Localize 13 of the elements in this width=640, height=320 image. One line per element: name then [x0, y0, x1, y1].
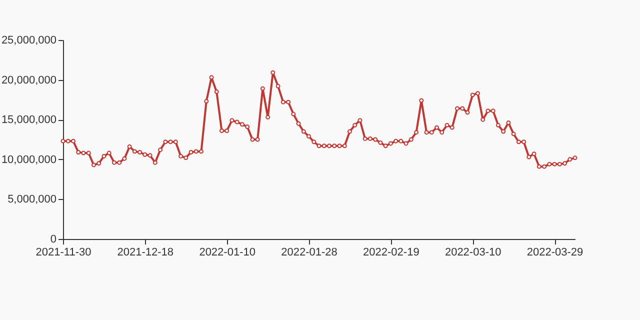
x-tick-label: 2022-01-28 — [281, 246, 338, 258]
y-tick-label: 5,000,000 — [8, 194, 56, 206]
y-tick-label: 0 — [50, 234, 56, 246]
y-tick-label: 25,000,000 — [1, 34, 56, 46]
x-tick-label: 2022-01-10 — [199, 246, 256, 258]
x-tick-label: 2022-03-10 — [444, 246, 502, 258]
x-tick-label: 2022-02-19 — [363, 246, 420, 258]
y-tick-label: 15,000,000 — [1, 114, 56, 126]
x-tick-label: 2022-03-29 — [526, 246, 584, 258]
x-tick-label: 2021-11-30 — [36, 246, 92, 258]
y-tick-label: 10,000,000 — [1, 154, 56, 166]
y-tick-label: 20,000,000 — [1, 74, 56, 86]
x-tick-label: 2021-12-18 — [117, 246, 174, 258]
